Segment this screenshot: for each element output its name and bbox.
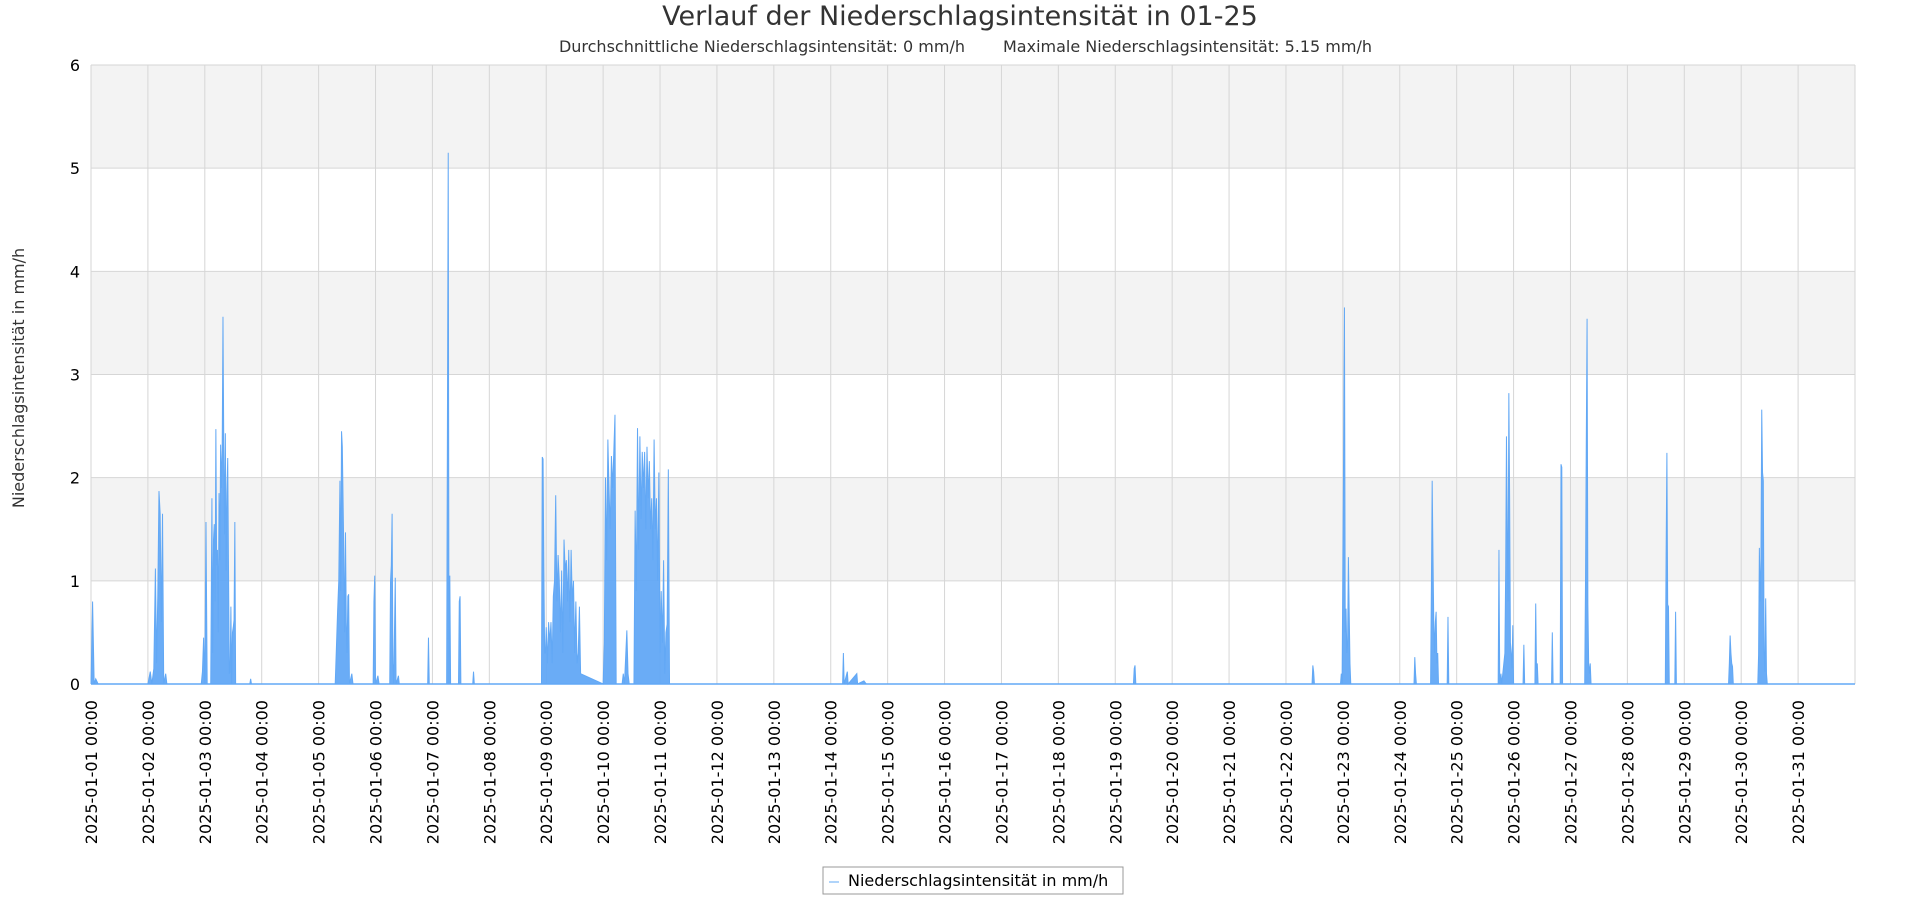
x-tick-label: 2025-01-15 00:00	[879, 700, 898, 844]
y-tick-label: 2	[70, 469, 80, 488]
grid-band	[91, 65, 1855, 169]
y-tick-label: 1	[70, 572, 80, 591]
legend-label: Niederschlagsintensität in mm/h	[848, 871, 1108, 890]
y-axis-label: Niederschlagsintensität in mm/h	[9, 248, 28, 508]
x-tick-label: 2025-01-11 00:00	[651, 700, 670, 844]
y-tick-label: 3	[70, 366, 80, 385]
x-tick-label: 2025-01-23 00:00	[1334, 700, 1353, 844]
chart-subtitle-maximum: Maximale Niederschlagsintensität: 5.15 m…	[1003, 37, 1372, 56]
y-axis: 0 1 2 3 4 5 6	[70, 56, 80, 694]
x-tick-label: 2025-01-03 00:00	[196, 700, 215, 844]
x-tick-label: 2025-01-26 00:00	[1505, 700, 1524, 844]
x-tick-label: 2025-01-17 00:00	[992, 700, 1011, 844]
x-tick-label: 2025-01-13 00:00	[765, 700, 784, 844]
y-tick-label: 5	[70, 159, 80, 178]
y-tick-label: 6	[70, 56, 80, 75]
x-tick-label: 2025-01-25 00:00	[1448, 700, 1467, 844]
x-tick-label: 2025-01-27 00:00	[1561, 700, 1580, 844]
x-tick-label: 2025-01-07 00:00	[423, 700, 442, 844]
x-tick-label: 2025-01-05 00:00	[310, 700, 329, 844]
x-tick-label: 2025-01-21 00:00	[1220, 700, 1239, 844]
x-tick-label: 2025-01-08 00:00	[480, 700, 499, 844]
x-tick-label: 2025-01-18 00:00	[1049, 700, 1068, 844]
x-tick-label: 2025-01-31 00:00	[1789, 700, 1808, 844]
grid-band	[91, 477, 1855, 581]
series-layer	[90, 152, 1855, 686]
x-tick-label: 2025-01-14 00:00	[822, 700, 841, 844]
y-tick-label: 0	[70, 675, 80, 694]
x-tick-label: 2025-01-04 00:00	[253, 700, 272, 844]
x-tick-label: 2025-01-28 00:00	[1618, 700, 1637, 844]
series-area	[91, 152, 1855, 684]
x-tick-label: 2025-01-22 00:00	[1277, 700, 1296, 844]
grid-band	[91, 271, 1855, 375]
x-tick-label: 2025-01-19 00:00	[1106, 700, 1125, 844]
x-tick-label: 2025-01-12 00:00	[708, 700, 727, 844]
x-tick-label: 2025-01-02 00:00	[139, 700, 158, 844]
chart-title: Verlauf der Niederschlagsintensität in 0…	[662, 1, 1258, 32]
legend-box	[822, 866, 1124, 895]
x-tick-label: 2025-01-30 00:00	[1732, 700, 1751, 844]
x-tick-label: 2025-01-10 00:00	[594, 700, 613, 844]
background-bands	[91, 65, 1855, 581]
x-tick-label: 2025-01-16 00:00	[936, 700, 955, 844]
x-axis: 2025-01-01 00:00 2025-01-02 00:00 2025-01-…	[82, 700, 1808, 844]
x-tick-label: 2025-01-29 00:00	[1675, 700, 1694, 844]
x-tick-label: 2025-01-20 00:00	[1163, 700, 1182, 844]
legend[interactable]: Niederschlagsintensität in mm/h	[822, 866, 1124, 895]
x-tick-label: 2025-01-09 00:00	[537, 700, 556, 844]
chart-subtitle-average: Durchschnittliche Niederschlagsintensitä…	[559, 37, 965, 56]
gridlines	[90, 64, 1856, 685]
series-line	[90, 152, 1855, 686]
x-tick-label: 2025-01-06 00:00	[367, 700, 386, 844]
x-tick-label: 2025-01-01 00:00	[82, 700, 101, 844]
y-tick-label: 4	[70, 262, 80, 281]
x-tick-label: 2025-01-24 00:00	[1391, 700, 1410, 844]
